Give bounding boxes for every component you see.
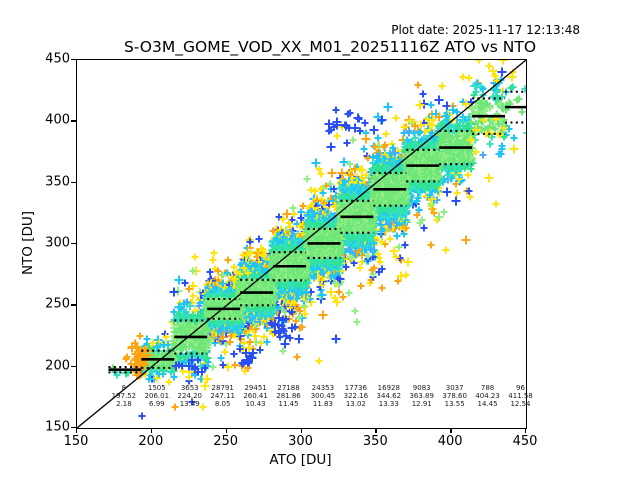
stat-count: 24353	[311, 384, 335, 392]
stat-mean: 404.23	[475, 391, 500, 400]
bin-stats-column: 3653 224.20 13.49	[177, 384, 202, 409]
stat-mean: 260.41	[243, 391, 268, 400]
x-tick-label: 150	[63, 434, 89, 449]
x-tick-mark	[450, 428, 452, 433]
stat-std: 12.54	[510, 399, 531, 408]
stat-mean: 322.16	[343, 391, 369, 400]
x-tick-mark	[300, 428, 302, 433]
stat-count: 17736	[344, 384, 368, 392]
x-tick-mark	[76, 428, 78, 433]
bin-stats-column: 24353 300.45 11.83	[310, 384, 336, 409]
y-tick-mark	[71, 365, 76, 368]
stat-mean: 197.52	[111, 391, 137, 400]
x-tick-label: 200	[138, 434, 164, 449]
scatter-canvas	[77, 60, 526, 428]
x-tick-label: 250	[213, 434, 239, 449]
stat-std: 10.43	[245, 399, 266, 408]
stat-std: 6.99	[149, 399, 165, 408]
chart-title: S-O3M_GOME_VOD_XX_M01_20251116Z ATO vs N…	[123, 38, 537, 56]
x-tick-mark	[150, 428, 153, 433]
stat-std: 12.91	[411, 399, 432, 408]
stat-std: 13.02	[345, 399, 366, 408]
y-tick-label: 200	[45, 358, 70, 374]
y-tick-mark	[71, 243, 76, 245]
stat-count: 1505	[147, 384, 166, 392]
bin-stats-column: 8 197.52 2.18	[111, 384, 137, 409]
stat-count: 28791	[211, 384, 234, 392]
x-tick-mark	[375, 428, 377, 433]
stat-mean: 363.89	[409, 391, 434, 400]
plot-date: Plot date: 2025-11-17 12:13:48	[391, 23, 580, 37]
y-tick-label: 150	[45, 419, 70, 435]
bin-stats-column: 17736 322.16 13.02	[343, 384, 369, 409]
x-tick-mark	[525, 428, 527, 433]
stat-count: 96	[516, 384, 525, 392]
bin-stats-column: 29451 260.41 10.43	[243, 384, 268, 409]
stat-mean: 378.60	[442, 391, 467, 400]
y-tick-label: 300	[45, 235, 70, 251]
stat-count: 788	[480, 384, 495, 392]
stat-count: 3037	[445, 384, 464, 392]
stat-mean: 411.58	[508, 391, 533, 400]
bin-stats-column: 788 404.23 14.45	[475, 384, 500, 409]
y-tick-mark	[71, 59, 76, 61]
x-tick-label: 350	[362, 434, 388, 449]
stat-mean: 344.62	[376, 391, 402, 400]
x-axis-label: ATO [DU]	[269, 452, 332, 468]
x-tick-label: 450	[512, 434, 538, 449]
stat-mean: 247.11	[210, 391, 235, 400]
stat-std: 13.55	[444, 399, 465, 408]
stat-count: 29451	[244, 384, 267, 392]
stat-std: 8.05	[214, 399, 231, 408]
stat-count: 3653	[180, 384, 199, 392]
y-tick-label: 400	[45, 112, 70, 128]
bin-stats-column: 3037 378.60 13.55	[442, 384, 467, 409]
y-tick-mark	[71, 304, 76, 306]
x-tick-mark	[225, 428, 228, 433]
y-tick-mark	[71, 427, 76, 429]
y-tick-mark	[71, 181, 76, 184]
bin-stats-column: 28791 247.11 8.05	[210, 384, 235, 409]
stat-mean: 224.20	[177, 391, 202, 400]
plot-area	[76, 59, 527, 429]
stat-mean: 206.01	[144, 391, 170, 400]
bin-stats-column: 16928 344.62 13.33	[376, 384, 402, 409]
stat-std: 14.45	[477, 399, 498, 408]
bin-stats-column: 96 411.58 12.54	[508, 384, 533, 409]
bin-stats-column: 1505 206.01 6.99	[144, 384, 170, 409]
stat-count: 8	[121, 384, 127, 392]
stat-std: 13.49	[179, 399, 200, 408]
y-tick-label: 250	[45, 296, 70, 312]
stat-count: 16928	[377, 384, 400, 392]
stat-std: 13.33	[378, 399, 399, 408]
stat-std: 2.18	[116, 399, 132, 408]
bin-stats-column: 9083 363.89 12.91	[409, 384, 434, 409]
y-tick-label: 450	[45, 51, 70, 67]
stat-count: 27188	[277, 384, 300, 392]
y-tick-label: 350	[45, 174, 70, 190]
x-tick-label: 300	[288, 434, 313, 449]
bin-stats-column: 27188 281.86 11.45	[276, 384, 301, 409]
x-tick-label: 400	[437, 434, 463, 449]
y-tick-mark	[71, 120, 76, 122]
stat-mean: 300.45	[310, 391, 336, 400]
stat-mean: 281.86	[276, 391, 301, 400]
stat-std: 11.45	[278, 399, 299, 408]
stat-count: 9083	[412, 384, 431, 392]
stat-std: 11.83	[312, 399, 333, 408]
